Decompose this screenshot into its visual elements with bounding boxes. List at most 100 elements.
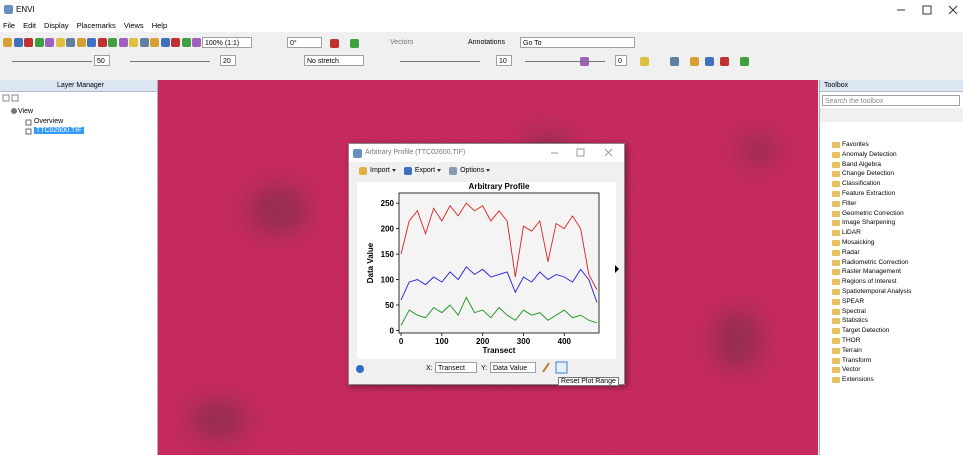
slider[interactable] [525, 61, 605, 62]
slider[interactable] [12, 61, 92, 62]
close-button[interactable] [948, 5, 958, 15]
stretch-field[interactable]: No stretch [304, 55, 364, 66]
toolbox-item[interactable]: Transform [820, 356, 963, 366]
menu-item[interactable]: File [3, 21, 16, 30]
toolbar-icon[interactable] [181, 38, 191, 47]
toolbar-icon[interactable] [45, 38, 54, 47]
toolbar-icon[interactable] [705, 57, 714, 66]
toolbar-icon[interactable] [13, 38, 23, 47]
toolbar-icon[interactable] [118, 38, 128, 47]
tree-overview[interactable]: Overview [34, 118, 64, 125]
toolbar-icon[interactable] [640, 57, 649, 66]
toolbox-item[interactable]: Radar [820, 248, 963, 258]
toolbar-icon[interactable] [55, 38, 65, 47]
transparency-field[interactable]: 0 [615, 55, 627, 66]
toolbar-icon[interactable] [350, 39, 359, 48]
reset-plot-range-button[interactable] [555, 361, 568, 374]
dialog-menu-item[interactable]: Import [359, 167, 396, 175]
contrast-field[interactable]: 20 [220, 55, 236, 66]
goto-field[interactable]: Go To [520, 37, 635, 48]
toolbox-item[interactable]: Classification [820, 179, 963, 189]
slider[interactable] [130, 61, 210, 62]
toolbar-icon[interactable] [139, 38, 149, 47]
toolbar-icon[interactable] [87, 38, 96, 47]
toolbox-item[interactable]: Anomaly Detection [820, 150, 963, 160]
toolbox-item[interactable]: Radiometric Correction [820, 258, 963, 268]
toolbox-item[interactable]: Regions of Interest [820, 277, 963, 287]
y-axis-select[interactable]: Data Value [490, 362, 536, 373]
toolbox-item[interactable]: Statistics [820, 316, 963, 326]
menu-item[interactable]: Help [151, 21, 168, 30]
menu-label[interactable]: Export [414, 167, 436, 174]
toolbox-item[interactable]: Filter [820, 199, 963, 209]
annotations-button[interactable]: Annotations [468, 39, 505, 46]
tree-view[interactable]: View [18, 108, 34, 115]
y-tick-label: 50 [385, 301, 394, 310]
toolbox-list: Favorites Anomaly Detection Band Algebra Ch… [820, 140, 963, 385]
toolbox-item[interactable]: Band Algebra [820, 160, 963, 170]
toolbar-icon[interactable] [171, 38, 180, 47]
toolbar-icon[interactable] [740, 57, 749, 66]
toolbar-icon[interactable] [34, 38, 44, 47]
toolbar-icon[interactable] [76, 38, 86, 47]
toolbox: Toolbox Search the toolbox Favorites Anom… [819, 80, 963, 455]
toolbox-item[interactable]: Image Sharpening [820, 218, 963, 228]
toolbox-item[interactable]: THOR [820, 336, 963, 346]
brightness-field[interactable]: 50 [94, 55, 110, 66]
toolbar-icon[interactable] [330, 39, 339, 48]
toolbar-icon[interactable] [129, 38, 138, 47]
profile-line [400, 296, 598, 326]
x-tick-label: 0 [399, 337, 404, 346]
toolbar-icon[interactable] [160, 38, 170, 47]
toolbox-item[interactable]: Raster Management [820, 267, 963, 277]
y-tick-label: 250 [381, 199, 395, 208]
menu-item[interactable]: Display [44, 21, 69, 30]
dialog-controls[interactable] [549, 148, 619, 158]
menu-item[interactable]: Placemarks [76, 21, 116, 30]
menu-caret [486, 168, 491, 172]
toolbox-item[interactable]: Spectral [820, 307, 963, 317]
toolbox-item[interactable]: Target Detection [820, 326, 963, 336]
maximize-button[interactable] [922, 5, 932, 15]
toolbox-item[interactable]: SPEAR [820, 297, 963, 307]
toolbar-icon[interactable] [24, 38, 33, 47]
toolbox-item[interactable]: Favorites [820, 140, 963, 150]
toolbox-item[interactable]: Feature Extraction [820, 189, 963, 199]
window-controls[interactable] [895, 5, 960, 15]
menu-label[interactable]: Import [370, 167, 390, 174]
panel-arrow[interactable] [615, 265, 619, 273]
toolbox-item[interactable]: Geometric Correction [820, 209, 963, 219]
toolbox-item[interactable]: Vector [820, 365, 963, 375]
x-axis-select[interactable]: Transect [435, 362, 477, 373]
zoom-field[interactable]: 100% (1:1) [202, 37, 252, 48]
window-title: ENVI [16, 5, 35, 14]
toolbox-item[interactable]: Change Detection [820, 169, 963, 179]
tree-layer[interactable]: TTC02600.TIF [34, 127, 84, 134]
slider[interactable] [400, 61, 480, 62]
vectors-button[interactable]: Vectors [390, 39, 414, 46]
toolbar-icon[interactable] [720, 57, 729, 66]
menu-item[interactable]: Views [123, 21, 144, 30]
menu-label[interactable]: Options [460, 167, 485, 174]
toolbar-icon[interactable] [3, 38, 12, 47]
toolbar-icon[interactable] [150, 38, 159, 47]
toolbar-icon[interactable] [192, 38, 201, 47]
toolbar-icon[interactable] [66, 38, 75, 47]
toolbox-item[interactable]: Spatiotemporal Analysis [820, 287, 963, 297]
dialog-menu-item[interactable]: Options [449, 167, 491, 175]
toolbox-item[interactable]: Terrain [820, 346, 963, 356]
dialog-menu-item[interactable]: Export [403, 167, 442, 175]
toolbar-icon[interactable] [690, 57, 699, 66]
toolbox-item[interactable]: Mosaicking [820, 238, 963, 248]
rotation-field[interactable]: 0° [287, 37, 322, 48]
toolbox-item[interactable]: Extensions [820, 375, 963, 385]
toolbar-icon[interactable] [97, 38, 107, 47]
pen-tool[interactable] [542, 362, 550, 373]
sharpen-field[interactable]: 10 [496, 55, 512, 66]
help-icon[interactable] [356, 365, 364, 373]
toolbar-icon[interactable] [108, 38, 117, 47]
toolbar-icon[interactable] [670, 57, 679, 66]
menu-item[interactable]: Edit [23, 21, 37, 30]
toolbox-item[interactable]: LiDAR [820, 228, 963, 238]
toolbox-search[interactable]: Search the toolbox [822, 95, 960, 106]
